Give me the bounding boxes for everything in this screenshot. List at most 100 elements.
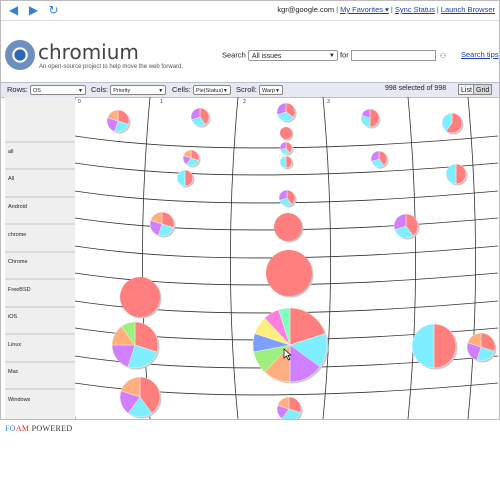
pie-cell[interactable]	[274, 213, 304, 243]
row-label-android[interactable]: Android	[8, 204, 27, 210]
column-label[interactable]: 3	[327, 99, 330, 105]
pie-slice	[274, 213, 302, 241]
row-line	[74, 135, 498, 149]
user-links: kgr@google.com | My Favorites ▾ | Sync Statu…	[277, 5, 495, 14]
pie-slice	[121, 321, 136, 346]
row-label-linux[interactable]: Linux	[8, 342, 22, 348]
pie-slice	[266, 250, 312, 296]
row-header-separators	[5, 141, 75, 390]
row-line	[74, 162, 498, 176]
column-line	[322, 97, 331, 419]
pie-cell[interactable]	[279, 155, 294, 170]
row-label-All[interactable]: All	[8, 176, 15, 182]
pie-slice	[279, 141, 287, 151]
chevron-down-icon: ▼	[328, 53, 335, 59]
pie-cell[interactable]	[190, 107, 211, 128]
grid-canvas[interactable]: 0 1 2 3	[0, 97, 498, 419]
pie-cell[interactable]	[266, 250, 314, 298]
user-email: kgr@google.com	[277, 5, 335, 14]
tagline: An open-source project to help move the …	[39, 64, 184, 70]
search-tips-link[interactable]: Search tips	[461, 50, 499, 59]
pie-slice	[190, 107, 201, 121]
row-label-freebsd[interactable]: FreeBSD	[8, 287, 31, 293]
my-favorites-link[interactable]: My Favorites ▾	[340, 5, 389, 14]
cells-control: Cells: Pie(Status) ▼	[172, 85, 231, 96]
mouse-cursor-icon	[283, 348, 292, 361]
chevron-down-icon: ▼	[158, 88, 164, 95]
pie-cell[interactable]	[370, 150, 389, 169]
pie-cell[interactable]	[441, 112, 464, 135]
pie-slice	[127, 344, 158, 369]
pie-slice	[441, 112, 453, 132]
back-arrow-icon[interactable]: ◀	[8, 3, 19, 17]
row-label-mac[interactable]: Mac	[8, 369, 19, 375]
row-header-panel	[5, 97, 75, 419]
cols-value: Priority	[113, 88, 131, 95]
row-label-Chrome[interactable]: Chrome	[8, 259, 28, 265]
rows-select[interactable]: OS ▼	[29, 85, 86, 96]
row-line	[74, 382, 498, 396]
pie-cell[interactable]	[393, 213, 420, 240]
rows-label: Rows:	[7, 85, 28, 94]
pie-slice	[120, 277, 160, 317]
scroll-control: Scroll: Warp ▼	[236, 85, 283, 96]
pie-cell[interactable]	[106, 109, 131, 134]
pie-cell[interactable]	[149, 211, 176, 238]
rows-control: Rows: OS ▼	[7, 85, 86, 96]
pie-slice	[289, 307, 326, 346]
selection-count: 998 selected of 998	[385, 85, 447, 92]
cells-label: Cells:	[172, 85, 191, 94]
scroll-label: Scroll:	[236, 85, 257, 94]
launch-browser-link[interactable]: Launch Browser	[440, 5, 495, 14]
pie-slice	[467, 332, 482, 348]
pie-slice	[184, 169, 194, 187]
chevron-down-icon: ▼	[222, 88, 228, 95]
row-label-windows[interactable]: Windows	[8, 397, 31, 403]
pie-cell[interactable]	[280, 127, 294, 141]
column-line	[407, 97, 416, 419]
row-line	[74, 272, 498, 286]
sync-status-link[interactable]: Sync Status	[394, 5, 435, 14]
pie-cell[interactable]	[119, 376, 162, 419]
search-go-icon[interactable]: ⚇	[439, 52, 447, 60]
pie-slice	[361, 108, 371, 119]
pie-slice	[455, 163, 467, 185]
pie-cell[interactable]	[120, 277, 162, 319]
pie-slice	[277, 396, 290, 410]
pie-slice	[445, 163, 457, 185]
search-label: Search	[222, 50, 246, 60]
search-scope-select[interactable]: All issues ▼	[247, 50, 338, 61]
pie-cell[interactable]	[411, 323, 458, 370]
pie-cell[interactable]	[176, 169, 195, 188]
column-label[interactable]: 1	[160, 99, 163, 105]
column-label[interactable]: 2	[243, 99, 246, 105]
cols-select[interactable]: Priority ▼	[110, 85, 167, 96]
pie-slice	[150, 211, 163, 225]
pie-cell[interactable]	[276, 102, 297, 123]
pie-cell[interactable]	[276, 396, 303, 419]
pie-slice	[285, 155, 293, 169]
scroll-select[interactable]: Warp ▼	[258, 85, 283, 96]
chromium-logo[interactable]	[5, 40, 35, 70]
pie-cell[interactable]	[279, 141, 294, 156]
search-input[interactable]	[350, 50, 436, 61]
pie-slice	[278, 307, 291, 346]
row-label-chrome[interactable]: chrome	[8, 232, 27, 238]
pie-cell[interactable]	[111, 321, 160, 370]
cells-select[interactable]: Pie(Status) ▼	[192, 85, 231, 96]
pie-cell[interactable]	[445, 163, 468, 186]
forward-arrow-icon[interactable]: ▶	[28, 3, 39, 17]
pie-cell[interactable]	[360, 108, 381, 129]
row-label-ios[interactable]: iOS	[8, 314, 18, 320]
pie-cell[interactable]	[278, 189, 297, 208]
row-label-all[interactable]: all	[8, 149, 14, 155]
grid-view-button[interactable]: Grid	[473, 84, 493, 95]
column-line	[230, 97, 239, 419]
pie-slice	[286, 189, 296, 205]
pie-slice	[369, 108, 380, 128]
column-label[interactable]: 0	[78, 99, 81, 105]
pie-cell[interactable]	[252, 307, 329, 384]
reload-icon[interactable]: ↻	[48, 3, 59, 17]
pie-cell[interactable]	[466, 332, 497, 363]
pie-cell[interactable]	[182, 149, 201, 168]
